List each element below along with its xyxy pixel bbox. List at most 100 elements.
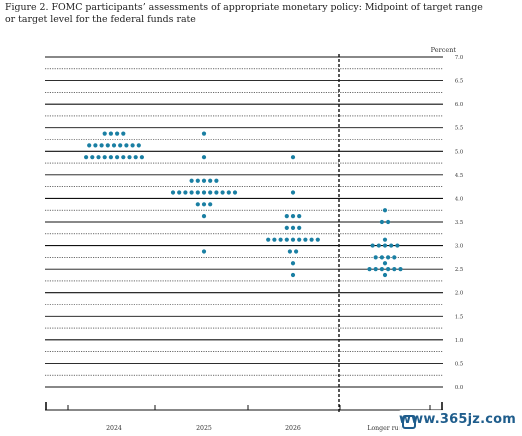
data-point-dot [108, 155, 113, 160]
data-point-dot [177, 190, 182, 195]
data-point-dot [133, 155, 138, 160]
watermark-text: www.365jz.com [398, 412, 516, 427]
y-tick-label: 1.0 [455, 338, 463, 344]
data-point-dot [297, 214, 302, 219]
watermark: www.365jz.com [398, 410, 520, 434]
data-point-dot [389, 243, 394, 248]
data-point-dot [395, 243, 400, 248]
data-point-dot [111, 143, 117, 148]
data-point-dot [170, 190, 176, 195]
y-axis-label: Percent [431, 46, 457, 54]
data-point-dot [96, 155, 101, 160]
data-point-dot [124, 143, 129, 148]
data-point-dot [214, 190, 219, 195]
data-point-dot [136, 143, 141, 148]
data-point-dot [93, 143, 98, 148]
y-tick-label: 0.0 [455, 385, 463, 391]
watermark-logo-icon [402, 415, 416, 429]
data-point-dot [290, 190, 296, 195]
x-tick-label: Longer run [367, 425, 402, 432]
y-tick-label: 4.5 [455, 173, 463, 179]
data-point-dot [208, 190, 213, 195]
data-point-dot [208, 202, 213, 207]
data-point-dot [297, 225, 302, 230]
data-point-dot [266, 237, 271, 242]
data-point-dot [284, 214, 289, 219]
data-point-dot [315, 237, 320, 242]
data-point-dot [386, 255, 391, 260]
y-tick-label: 2.5 [455, 267, 463, 273]
data-point-dot [195, 178, 200, 183]
data-point-dot [373, 255, 378, 260]
data-point-dot [287, 249, 292, 254]
y-tick-label: 2.0 [455, 291, 463, 297]
data-point-dot [382, 243, 388, 248]
data-point-dot [382, 261, 388, 266]
data-point-dot [90, 155, 95, 160]
data-point-dot [201, 178, 207, 183]
data-point-dot [290, 261, 296, 266]
data-point-dot [195, 202, 200, 207]
data-point-dot [201, 190, 207, 195]
data-point-dot [87, 143, 92, 148]
data-point-dot [214, 178, 219, 183]
data-point-dot [382, 237, 388, 242]
data-point-dot [226, 190, 231, 195]
y-tick-label: 1.5 [455, 314, 463, 320]
data-point-dot [290, 237, 296, 242]
data-point-dot [84, 155, 89, 160]
data-point-dot [379, 267, 384, 272]
y-tick-label: 5.5 [455, 126, 463, 132]
data-point-dot [208, 178, 213, 183]
data-point-dot [386, 219, 391, 225]
data-point-dot [105, 143, 110, 148]
grid-lines [45, 56, 443, 388]
y-tick-label: 7.0 [455, 55, 463, 61]
data-point-dot [118, 143, 123, 148]
data-point-dot [272, 237, 277, 242]
figure-caption: Figure 2. FOMC participants’ assessments… [5, 2, 517, 26]
data-point-dot [102, 155, 107, 160]
figure-caption-line-2: or target level for the federal funds ra… [5, 14, 196, 25]
data-point-dot [392, 267, 397, 272]
data-point-dot [127, 155, 132, 160]
x-tick-label: 2024 [106, 425, 122, 432]
data-point-dot [102, 131, 107, 136]
data-point-dot [382, 272, 388, 278]
data-point-dot [121, 155, 126, 160]
data-point-dot [201, 131, 207, 136]
data-point-dot [386, 267, 391, 272]
data-point-dot [297, 237, 302, 242]
data-point-dot [392, 255, 397, 260]
data-point-dot [382, 208, 388, 213]
data-point-dot [370, 243, 375, 248]
data-point-dot [379, 255, 384, 260]
data-dots [84, 131, 403, 278]
data-point-dot [130, 143, 135, 148]
data-point-dot [284, 225, 289, 230]
data-point-dot [139, 155, 144, 160]
data-point-dot [201, 249, 207, 254]
data-point-dot [379, 219, 384, 225]
data-point-dot [115, 155, 120, 160]
data-point-dot [373, 267, 378, 272]
x-tick-label: 2025 [196, 425, 212, 432]
data-point-dot [290, 155, 296, 160]
data-point-dot [121, 131, 126, 136]
data-point-dot [309, 237, 314, 242]
data-point-dot [189, 190, 194, 195]
data-point-dot [367, 267, 372, 272]
data-point-dot [398, 267, 403, 272]
x-tick-label: 2026 [285, 425, 301, 432]
data-point-dot [201, 214, 207, 219]
data-point-dot [108, 131, 113, 136]
data-point-dot [195, 190, 200, 195]
data-point-dot [183, 190, 188, 195]
data-point-dot [201, 202, 207, 207]
data-point-dot [232, 190, 238, 195]
data-point-dot [284, 237, 289, 242]
x-tick-labels: 2024 2025 2026 Longer run [106, 425, 403, 432]
data-point-dot [201, 155, 207, 160]
y-tick-labels: 0.0 0.5 1.0 1.5 2.0 2.5 3.0 3.5 4.0 4.5 5.0 5.5 6.0 6… [455, 55, 463, 391]
data-point-dot [290, 272, 296, 278]
